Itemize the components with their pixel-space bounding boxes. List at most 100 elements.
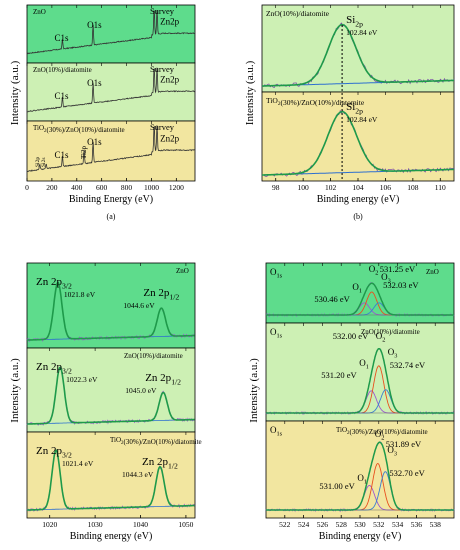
component-label: O1: [357, 473, 367, 486]
x-tick-label: 200: [46, 183, 58, 192]
panel-c-1: [26, 347, 196, 433]
panel-name: ZnO: [426, 268, 439, 276]
panel-a-0: [26, 4, 196, 64]
survey-spectrum: [26, 67, 196, 113]
fit-curve: [266, 282, 454, 316]
fit-curve: [27, 449, 195, 511]
peak-label: C1s: [54, 150, 69, 160]
survey-spectrum: [27, 125, 196, 173]
component-label: O3: [387, 445, 397, 458]
survey-tag: Survey: [150, 64, 175, 74]
fit-curve: [266, 441, 454, 511]
component-value: 530.46 eV: [314, 294, 350, 304]
survey-tag: Survey: [150, 6, 175, 16]
x-tick-label: 1020: [42, 520, 57, 529]
x-tick-label: 1030: [88, 520, 103, 529]
chart-d: 522 524 526 528 530 532 534 536 538 Binding energ…: [248, 262, 455, 550]
x-tick-label: 528: [336, 520, 348, 529]
peak-label: Zn2p: [160, 75, 179, 85]
component-label: O2: [375, 429, 385, 442]
component-label: O3: [381, 272, 391, 285]
x-tick-label: 600: [96, 183, 108, 192]
corner-label: O1s: [270, 267, 283, 280]
peak-label: C1s: [54, 91, 69, 101]
peak-value: 1044.3 eV: [122, 470, 154, 479]
panel-c-2: [26, 431, 196, 519]
fit-curve: [262, 23, 454, 87]
x-tick-label: 1000: [144, 183, 159, 192]
caption: (b): [353, 212, 363, 221]
peak-value: 102.84 eV: [346, 28, 378, 37]
peak-label: Ti2p: [80, 146, 88, 159]
survey-spectrum: [26, 9, 195, 55]
panel-name: TiO2(30%)/ZnO(10%)/diatomite: [266, 96, 365, 107]
x-tick-label: 1200: [169, 183, 184, 192]
survey-tag: Survey: [150, 122, 175, 132]
panel-a-2: [26, 120, 196, 182]
y-axis-label: Intensity (a.u.): [248, 358, 260, 423]
peak-label: C1s: [54, 33, 69, 43]
component-value: 532.03 eV: [383, 280, 419, 290]
x-tick-label: 524: [298, 520, 310, 529]
peak-label: Zn2p: [160, 17, 179, 27]
chart-c: 1020 1030 1040 1050 Binding energy (eV) Inten…: [9, 262, 202, 550]
x-tick-label: 1050: [178, 520, 193, 529]
corner-label: O1s: [270, 327, 283, 340]
peak-label: Zn 2p1/2: [145, 372, 181, 386]
peak-value: 1021.8 eV: [64, 290, 96, 299]
component-label: O3: [388, 347, 398, 360]
component-label: O1: [352, 282, 362, 295]
fit-curve: [266, 347, 454, 414]
x-tick-label: 530: [354, 520, 366, 529]
peak-label: Zn2p: [160, 133, 179, 143]
x-tick-label: 1040: [133, 520, 148, 529]
x-tick-label: 522: [279, 520, 291, 529]
panel-name: ZnO: [176, 267, 189, 275]
panel-name: TiO2(30%)/ZnO(10%)/diatomite: [336, 426, 428, 436]
component-value: 531.20 eV: [321, 370, 357, 380]
x-tick-label: 0: [25, 183, 29, 192]
panel-name: TiO2(30%)/ZnO(10%)/diatomite: [110, 436, 202, 446]
peak-label: Zn 2p3/2: [36, 361, 72, 375]
peak-label: Zn 2p3/2: [36, 445, 72, 459]
y-axis-label: Intensity (a.u.): [9, 60, 21, 125]
panel-name: ZnO(10%)/diatomite: [266, 9, 330, 18]
x-tick-label: 106: [380, 183, 392, 192]
x-tick-label: 538: [430, 520, 442, 529]
x-axis-label: Binding energy (eV): [317, 194, 400, 205]
chart-b: 98 100 102 104 106 108 110 Binding energy (eV) I…: [244, 4, 455, 221]
component-value: 531.25 eV: [380, 264, 416, 274]
chart-a: 0 200 400 600 800 1000 1200 Binding Energy (eV)…: [9, 4, 196, 221]
x-tick-label: 526: [317, 520, 329, 529]
peak-value: 1044.6 eV: [123, 301, 155, 310]
panel-name: ZnO(10%)/diatomite: [124, 352, 183, 360]
peak-label: Zn 2p1/2: [142, 456, 178, 470]
panel-a-1: [26, 62, 196, 122]
x-tick-label: 532: [373, 520, 385, 529]
component-label: O2: [376, 331, 386, 344]
y-axis-label: Intensity (a.u.): [9, 358, 21, 423]
component-value: 531.00 eV: [319, 481, 355, 491]
peak-label: O1s: [87, 137, 102, 147]
panel-name: ZnO(10%)/diatomite: [361, 328, 420, 336]
corner-label: O1s: [270, 425, 283, 438]
panel-b-1: [261, 91, 455, 182]
x-tick-label: 108: [407, 183, 419, 192]
peak-value: 102.84 eV: [346, 115, 378, 124]
x-tick-label: 536: [411, 520, 423, 529]
panel-name: ZnO: [33, 8, 46, 16]
peak-label: Si2p: [35, 157, 41, 167]
x-axis-label: Binding Energy (eV): [69, 194, 153, 205]
peak-value: 1021.4 eV: [62, 459, 94, 468]
x-tick-label: 110: [435, 183, 446, 192]
x-tick-label: 98: [272, 183, 280, 192]
x-tick-label: 534: [392, 520, 404, 529]
component-value: 532.70 eV: [389, 468, 425, 478]
peak-label: Si2s: [41, 158, 47, 167]
panel-c-0: [26, 262, 196, 349]
x-tick-label: 400: [71, 183, 83, 192]
peak-label: Si2p: [346, 101, 363, 115]
panel-d-2: [265, 420, 455, 519]
panel-name: TiO2(30%)/ZnO(10%)/diatomite: [33, 124, 125, 134]
fit-curve: [262, 110, 454, 176]
